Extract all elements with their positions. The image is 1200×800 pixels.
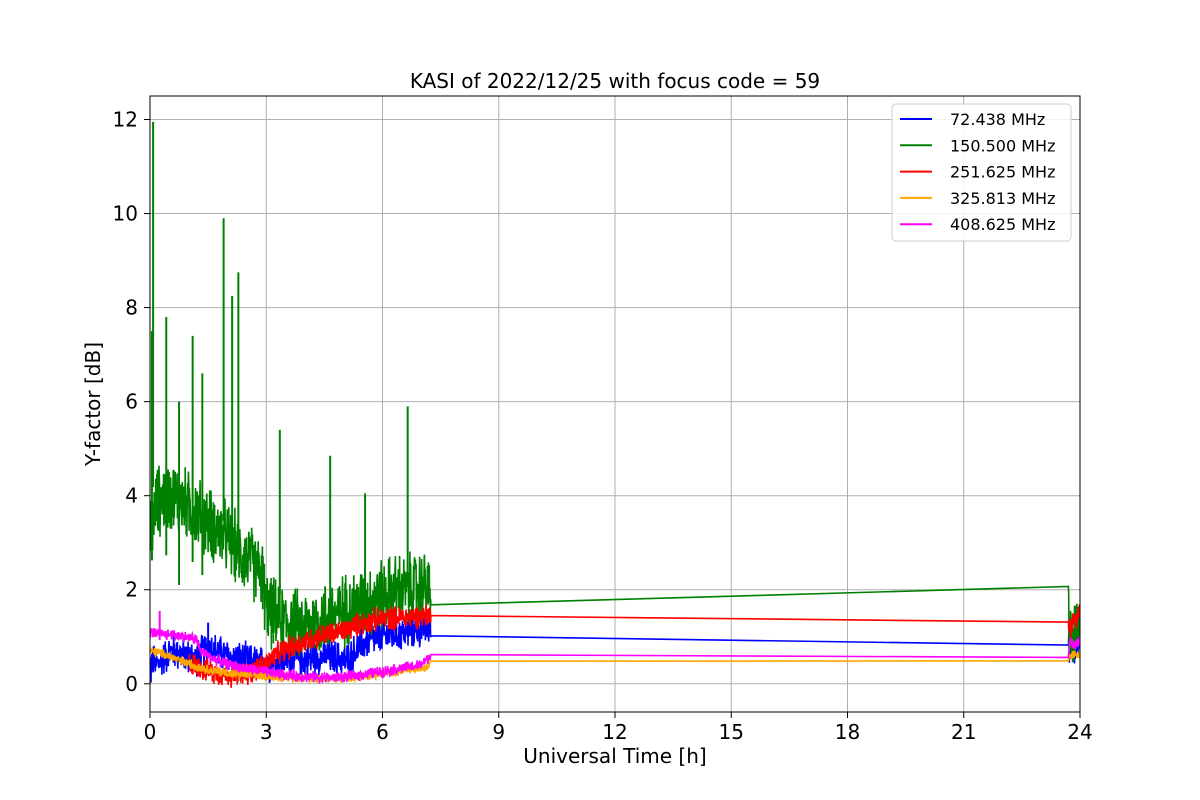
legend-box xyxy=(891,103,1072,242)
legend: 72.438 MHz 150.500 MHz 251.625 MHz 325.813 … xyxy=(891,103,1072,242)
legend-label: 325.813 MHz xyxy=(950,189,1055,208)
grid xyxy=(149,96,1081,712)
legend-label: 72.438 MHz xyxy=(950,110,1045,129)
y-axis-label: Y-factor [dB] xyxy=(81,342,105,467)
y-tick-label: 2 xyxy=(125,578,138,602)
series-layer xyxy=(150,121,1080,688)
series-line xyxy=(188,604,1080,688)
x-tick-label: 9 xyxy=(492,720,505,744)
x-axis-label: Universal Time [h] xyxy=(523,744,706,768)
x-tick-label: 15 xyxy=(719,720,744,744)
series-line xyxy=(150,610,1080,684)
legend-label: 150.500 MHz xyxy=(950,136,1055,155)
x-tick-label: 21 xyxy=(951,720,976,744)
y-tick-label: 8 xyxy=(125,296,138,320)
x-tick-label: 0 xyxy=(144,720,157,744)
x-tick-label: 6 xyxy=(376,720,389,744)
chart-title: KASI of 2022/12/25 with focus code = 59 xyxy=(410,69,820,93)
y-tick-label: 4 xyxy=(125,484,138,508)
y-tick-label: 12 xyxy=(113,108,138,132)
series-line xyxy=(150,627,1080,684)
x-tick-label: 12 xyxy=(602,720,627,744)
x-tick-label: 24 xyxy=(1067,720,1092,744)
series-line xyxy=(150,465,1080,663)
legend-label: 251.625 MHz xyxy=(950,163,1055,182)
y-tick-label: 6 xyxy=(125,390,138,414)
legend-label: 408.625 MHz xyxy=(950,215,1055,234)
y-tick-label: 0 xyxy=(125,672,138,696)
x-tick-label: 18 xyxy=(835,720,860,744)
x-tick-label: 3 xyxy=(260,720,273,744)
y-tick-label: 10 xyxy=(113,202,138,226)
